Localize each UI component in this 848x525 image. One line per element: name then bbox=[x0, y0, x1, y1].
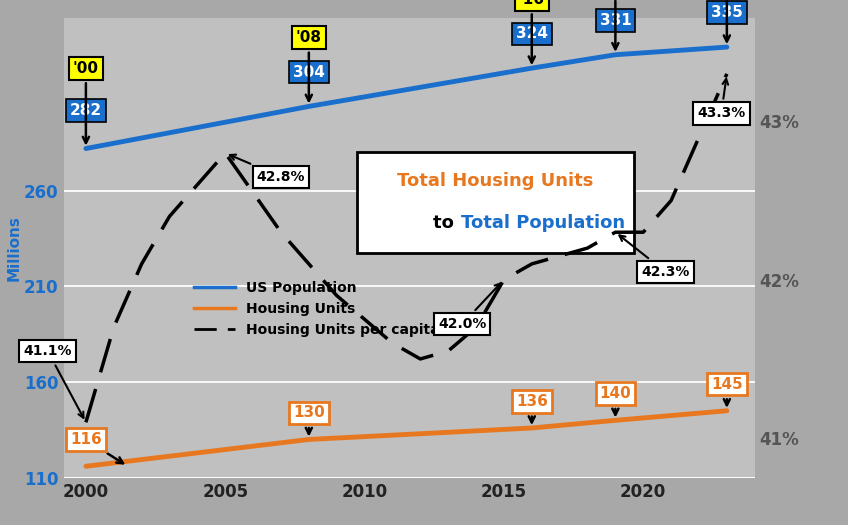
Text: '23: '23 bbox=[714, 0, 740, 41]
Text: '00: '00 bbox=[73, 61, 99, 143]
Text: Total Housing Units: Total Housing Units bbox=[398, 172, 594, 191]
Text: 130: 130 bbox=[293, 405, 325, 434]
Text: 145: 145 bbox=[711, 376, 743, 405]
Text: 42.8%: 42.8% bbox=[230, 155, 305, 184]
Text: 335: 335 bbox=[711, 5, 743, 20]
Y-axis label: Millions: Millions bbox=[6, 215, 21, 281]
Text: 140: 140 bbox=[600, 386, 631, 415]
Text: 282: 282 bbox=[70, 103, 102, 118]
FancyBboxPatch shape bbox=[357, 152, 633, 253]
Text: Total Population: Total Population bbox=[461, 214, 625, 232]
Text: 116: 116 bbox=[70, 432, 123, 463]
Text: 136: 136 bbox=[516, 394, 548, 423]
Text: 42.0%: 42.0% bbox=[438, 284, 500, 331]
Text: '19: '19 bbox=[602, 0, 628, 49]
Text: '08: '08 bbox=[296, 30, 322, 101]
Text: 331: 331 bbox=[600, 13, 631, 28]
Legend: US Population, Housing Units, Housing Units per capita: US Population, Housing Units, Housing Un… bbox=[188, 275, 445, 342]
Text: 43.3%: 43.3% bbox=[697, 79, 745, 120]
Text: 304: 304 bbox=[293, 65, 325, 80]
Text: 41.1%: 41.1% bbox=[24, 344, 83, 418]
Text: '16: '16 bbox=[519, 0, 544, 62]
Text: 324: 324 bbox=[516, 26, 548, 41]
Text: to: to bbox=[433, 214, 460, 232]
Text: 42.3%: 42.3% bbox=[619, 235, 689, 279]
